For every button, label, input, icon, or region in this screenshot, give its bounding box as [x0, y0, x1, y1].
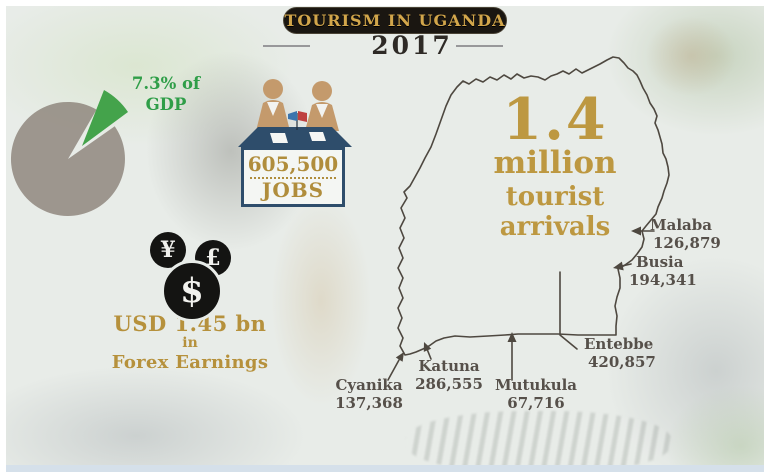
entry-point-value: 137,368 [335, 393, 403, 412]
jobs-divider [249, 176, 337, 179]
entry-point-cyanika: Cyanika 137,368 [333, 376, 405, 412]
entry-point-entebbe: Entebbe 420,857 [584, 335, 656, 371]
yen-symbol: ¥ [160, 237, 176, 263]
monkey-photo-blob [646, 16, 736, 96]
entry-point-busia: Busia 194,341 [629, 253, 697, 289]
dollar-coin-icon: $ [161, 260, 223, 322]
arrivals-value: 1.4 [502, 86, 608, 153]
entry-point-value: 286,555 [415, 374, 483, 393]
forex-connector: in [182, 335, 198, 352]
gdp-share-value: 7.3% of [131, 74, 201, 93]
entry-point-name: Katuna [418, 357, 480, 375]
tourist-arrivals-block: 1.4 million tourist arrivals [466, 86, 644, 242]
entry-point-malaba: Malaba 126,879 [650, 216, 721, 252]
entry-point-name: Entebbe [584, 335, 654, 353]
entry-point-value: 420,857 [588, 352, 656, 371]
entry-point-name: Malaba [650, 216, 712, 234]
jobs-board: 605,500 JOBS [241, 147, 345, 207]
arrivals-word-arrivals: arrivals [499, 211, 611, 242]
elephant-photo-blob [6, 366, 306, 466]
gdp-share-unit: GDP [145, 95, 187, 115]
bottom-strip [6, 465, 764, 472]
entry-point-value: 126,879 [653, 233, 721, 252]
arrivals-unit: million [493, 145, 617, 182]
giraffe-photo-blob [271, 196, 371, 406]
entry-point-value: 67,716 [507, 393, 565, 412]
entry-point-name: Cyanika [335, 376, 403, 394]
year-label: 2017 [371, 31, 453, 60]
year-divider-right [456, 45, 503, 47]
page-title: TOURISM IN UGANDA [284, 11, 506, 30]
entry-point-mutukula: Mutukula 67,716 [494, 376, 578, 412]
title-banner: TOURISM IN UGANDA [283, 7, 507, 34]
forex-label: Forex Earnings [111, 351, 269, 373]
entry-point-katuna: Katuna 286,555 [415, 357, 483, 393]
forex-earnings-block: USD 1.45 bn in Forex Earnings [105, 312, 275, 372]
gdp-share-label: 7.3% of GDP [123, 73, 209, 116]
dollar-symbol: $ [180, 271, 204, 311]
zebra-stripes-blob [406, 411, 671, 466]
entry-point-name: Mutukula [494, 376, 578, 394]
forex-amount: USD 1.45 bn [113, 311, 267, 336]
arrivals-word-tourist: tourist [505, 181, 605, 212]
entry-point-value: 194,341 [629, 270, 697, 289]
year-divider-left [263, 45, 310, 47]
entry-point-name: Busia [636, 253, 684, 271]
jobs-label: JOBS [261, 177, 325, 202]
jobs-count: 605,500 [247, 151, 339, 176]
